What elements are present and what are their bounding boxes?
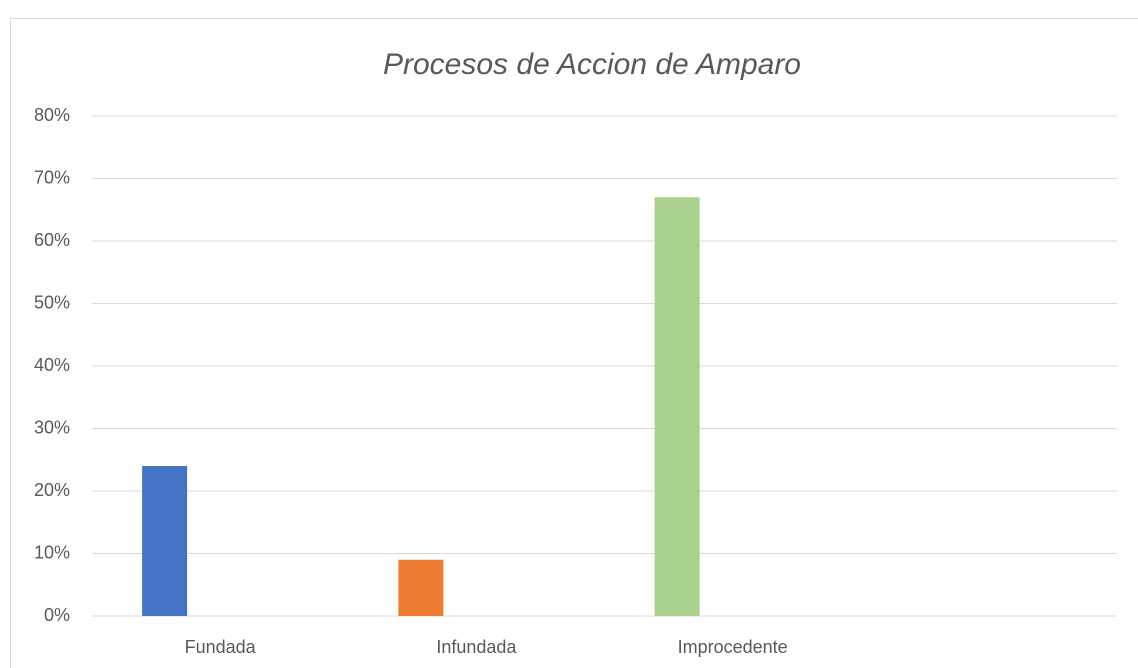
y-tick-label: 50% <box>34 292 70 312</box>
bar <box>398 559 444 616</box>
y-tick-label: 40% <box>34 355 70 375</box>
chart-frame <box>10 18 1138 668</box>
y-tick-label: 30% <box>34 417 70 437</box>
bar <box>142 466 188 616</box>
y-tick-label: 80% <box>34 105 70 125</box>
x-tick-label: Fundada <box>185 637 257 657</box>
y-tick-label: 0% <box>44 605 70 625</box>
y-tick-label: 10% <box>34 542 70 562</box>
bar <box>654 197 700 616</box>
chart-title: Procesos de Accion de Amparo <box>383 48 801 81</box>
x-tick-label: Infundada <box>436 637 517 657</box>
x-tick-label: Improcedente <box>678 637 788 657</box>
y-tick-label: 20% <box>34 480 70 500</box>
y-tick-label: 60% <box>34 230 70 250</box>
y-tick-label: 70% <box>34 167 70 187</box>
